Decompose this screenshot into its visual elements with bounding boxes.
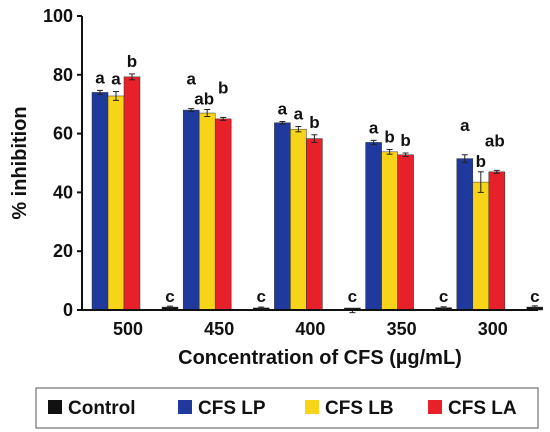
legend-box	[35, 387, 539, 429]
y-tick-label: 60	[53, 124, 73, 144]
bar-cfs-lb-350	[381, 151, 398, 311]
significance-label: a	[294, 105, 304, 124]
legend-swatch-cfs-lp	[178, 400, 192, 414]
significance-label: c	[256, 287, 265, 306]
bar-cfs-lp-300	[456, 158, 474, 311]
x-tick-label: 450	[204, 319, 234, 339]
significance-label: b	[127, 52, 137, 71]
bar-group	[91, 76, 544, 311]
x-tick-label: 350	[387, 319, 417, 339]
x-axis-title: Concentration of CFS (µg/mL)	[178, 347, 462, 369]
bar-cfs-lp-400	[274, 122, 291, 311]
legend-label: CFS LP	[198, 398, 266, 419]
legend-label: CFS LA	[448, 398, 517, 419]
significance-label: a	[111, 70, 121, 89]
x-tick-label: 500	[113, 319, 143, 339]
bar-cfs-lb-500	[107, 95, 125, 311]
bar-cfs-la-300	[488, 171, 506, 311]
bar-cfs-lb-300	[472, 181, 490, 311]
significance-label: ab	[485, 131, 505, 150]
significance-label: b	[218, 78, 228, 97]
bar-cfs-lb-450	[198, 112, 216, 311]
significance-label: c	[439, 287, 448, 306]
significance-label: c	[530, 287, 539, 306]
bar-cfs-la-400	[306, 138, 323, 311]
bar-cfs-la-500	[123, 76, 141, 311]
significance-label: c	[165, 287, 174, 306]
bar-cfs-lp-350	[365, 142, 382, 311]
legend-swatch-control	[48, 400, 62, 414]
legend-swatch-cfs-la	[428, 400, 442, 414]
x-axis-ticks: 500 450 400 350 300	[113, 319, 508, 339]
significance-label: ab	[194, 89, 214, 108]
significance-label: b	[384, 127, 394, 146]
significance-label: b	[400, 131, 410, 150]
bar-cfs-la-450	[214, 118, 232, 311]
significance-label: c	[348, 287, 357, 306]
bar-cfs-lp-500	[91, 92, 109, 311]
bar-cfs-lp-450	[182, 109, 200, 311]
y-tick-label: 20	[53, 241, 73, 261]
y-tick-label: 40	[53, 182, 73, 202]
bar-cfs-la-350	[397, 154, 414, 311]
legend-swatch-cfs-lb	[305, 400, 319, 414]
y-tick-label: 80	[53, 65, 73, 85]
x-tick-label: 400	[295, 319, 325, 339]
y-axis-ticks: 0 20 40 60 80 100	[43, 6, 82, 320]
significance-label: a	[369, 118, 379, 137]
y-tick-label: 0	[63, 300, 73, 320]
y-axis-title: % inhibition	[9, 106, 31, 219]
significance-label: b	[309, 113, 319, 132]
significance-label: a	[186, 70, 196, 89]
x-tick-label: 300	[478, 319, 508, 339]
bar-cfs-lb-400	[290, 128, 307, 311]
y-tick-label: 100	[43, 6, 73, 26]
significance-label: a	[278, 100, 288, 119]
legend: Control CFS LP CFS LB CFS LA	[35, 387, 539, 429]
significance-label: a	[95, 68, 105, 87]
significance-label: a	[460, 116, 470, 135]
legend-label: Control	[68, 398, 136, 419]
legend-label: CFS LB	[325, 398, 394, 419]
significance-label: b	[476, 152, 486, 171]
